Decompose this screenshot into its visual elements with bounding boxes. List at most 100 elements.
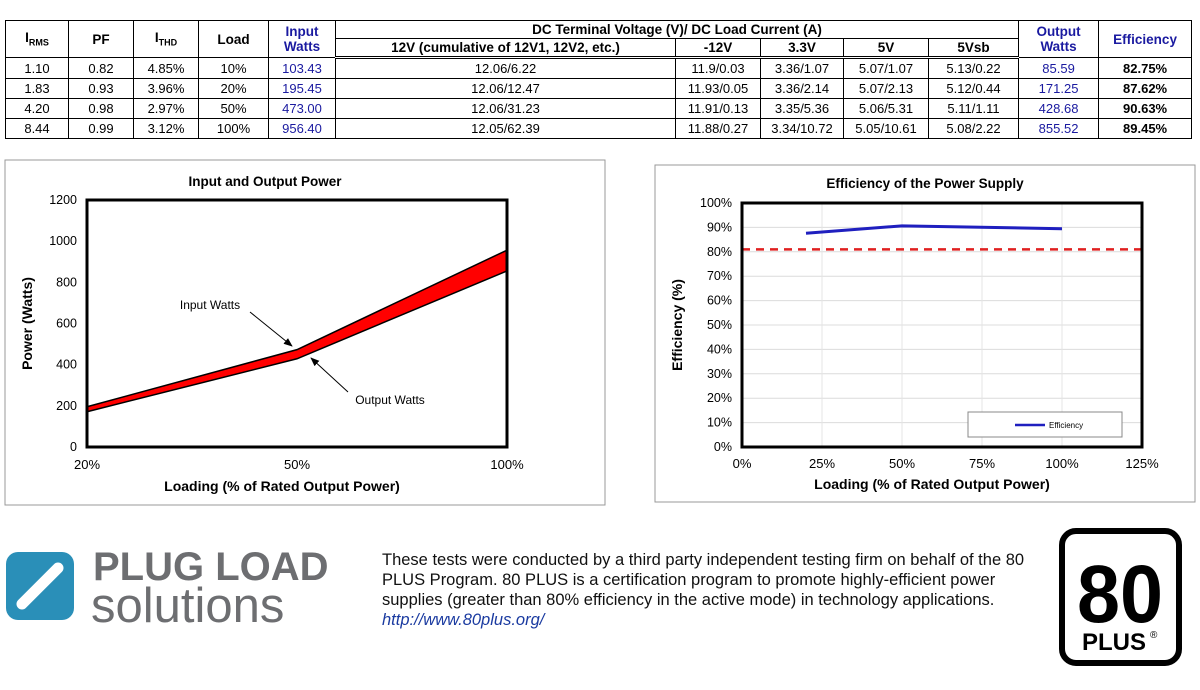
y-tick-label: 60% — [707, 294, 732, 308]
header-sub: THD — [158, 37, 178, 48]
header-text: I — [25, 30, 29, 46]
x-tick-label: 125% — [1125, 456, 1159, 471]
table-cell: 87.62% — [1098, 78, 1193, 99]
y-tick-label: 10% — [707, 416, 732, 430]
y-tick-label: 0% — [714, 440, 732, 454]
table-row: 1.83 0.93 3.96% 20% 195.45 12.06/12.47 11.93/0… — [5, 78, 1193, 99]
y-tick-label: 20% — [707, 391, 732, 405]
logo-text: PLUG LOAD — [93, 545, 329, 589]
table-cell: 3.34/10.72 — [760, 118, 844, 139]
y-tick-label: 800 — [56, 275, 77, 289]
y-tick-label: 200 — [56, 399, 77, 413]
x-tick-label: 0% — [733, 456, 752, 471]
chart-title: Input and Output Power — [189, 174, 343, 189]
x-axis-label: Loading (% of Rated Output Power) — [164, 478, 400, 494]
logo-icon-slash — [16, 562, 64, 610]
series-line — [86, 270, 508, 413]
table-cell: 0.98 — [68, 98, 134, 119]
y-axis-label: Efficiency (%) — [669, 279, 685, 371]
annotation: Output Watts — [355, 393, 425, 407]
y-tick-label: 30% — [707, 367, 732, 381]
x-tick-label: 100% — [1045, 456, 1079, 471]
header-cell: Efficiency — [1098, 20, 1193, 58]
y-tick-label: 90% — [707, 220, 732, 234]
badge-mark: ® — [1150, 630, 1158, 641]
chart-panel — [654, 164, 1196, 503]
header-cell: IRMS — [5, 20, 69, 58]
table-cell: 2.97% — [133, 98, 199, 119]
table-cell: 956.40 — [268, 118, 336, 139]
table-cell: 171.25 — [1018, 78, 1100, 99]
header-cell: Output Watts — [1018, 20, 1100, 58]
header-cell: -12V — [675, 38, 761, 59]
header-cell: ITHD — [133, 20, 199, 58]
x-tick-label: 75% — [969, 456, 995, 471]
y-tick-label: 0 — [70, 440, 77, 454]
legend-label: Efficiency — [1049, 421, 1083, 430]
table-cell: 4.85% — [133, 57, 199, 79]
y-tick-label: 100% — [700, 196, 732, 210]
table-cell: 5.11/1.11 — [927, 98, 1020, 119]
link[interactable]: http://www.80plus.org/ — [382, 611, 545, 629]
logo-text: solutions — [91, 579, 284, 633]
y-tick-label: 40% — [707, 342, 732, 356]
plug-load-logo: PLUG LOAD solutions — [6, 545, 329, 633]
x-axis-label: Loading (% of Rated Output Power) — [814, 476, 1050, 492]
x-tick-label: 20% — [74, 457, 100, 472]
badge-word: PLUS — [1082, 629, 1146, 656]
annotation-arrow — [249, 311, 293, 347]
table-cell: 428.68 — [1018, 98, 1100, 119]
y-tick-label: 50% — [707, 318, 732, 332]
table-cell: 5.08/2.22 — [927, 118, 1020, 139]
80plus-badge: 80 PLUS ® — [1059, 528, 1182, 666]
footer-text: These tests were conducted by a third pa… — [382, 550, 1042, 630]
header-cell: 3.3V — [760, 38, 844, 59]
table-cell: 1.83 — [5, 78, 69, 99]
table-cell: 3.12% — [133, 118, 199, 139]
header-cell: 12V (cumulative of 12V1, 12V2, etc.) — [335, 38, 676, 59]
table-row: 8.44 0.99 3.12% 100% 956.40 12.05/62.39 11.88/… — [5, 118, 1193, 139]
header-cell: 5V — [843, 38, 929, 59]
y-tick-label: 80% — [707, 245, 732, 259]
results-table: IRMS PF ITHD Load Input Watts DC Termina… — [5, 20, 1193, 139]
paragraph: These tests were conducted by a third pa… — [382, 551, 1025, 609]
table-cell: 12.05/62.39 — [335, 118, 676, 139]
header-text: I — [154, 30, 159, 46]
annotation: Input Watts — [180, 298, 240, 312]
chart-panel — [4, 159, 606, 506]
table-row: 4.20 0.98 2.97% 50% 473.00 12.06/31.23 11.91/0… — [5, 98, 1193, 119]
chart-title: Efficiency of the Power Supply — [826, 176, 1024, 191]
header-cell: 5Vsb — [927, 38, 1020, 59]
table-cell: 85.59 — [1018, 57, 1100, 79]
y-axis-label: Power (Watts) — [19, 277, 35, 370]
y-tick-label: 70% — [707, 269, 732, 283]
plot-frame — [85, 198, 509, 449]
x-tick-label: 25% — [809, 456, 835, 471]
series-line — [86, 249, 508, 408]
table-cell: 5.05/10.61 — [843, 118, 929, 139]
table-cell: 8.44 — [5, 118, 69, 139]
x-tick-label: 100% — [490, 457, 524, 472]
table-cell: 195.45 — [268, 78, 336, 99]
series-line — [805, 224, 1063, 235]
header-sub: RMS — [28, 37, 49, 48]
table-cell: 89.45% — [1098, 118, 1193, 139]
table-cell: 11.91/0.13 — [675, 98, 761, 119]
y-tick-label: 600 — [56, 317, 77, 331]
annotation-arrow — [310, 357, 349, 393]
x-tick-label: 50% — [284, 457, 310, 472]
table-cell: 5.13/0.22 — [927, 57, 1020, 79]
table-cell: 473.00 — [268, 98, 336, 119]
y-tick-label: 400 — [56, 358, 77, 372]
badge-number: 80 — [1077, 549, 1163, 640]
table-cell: 11.88/0.27 — [675, 118, 761, 139]
table-cell: 855.52 — [1018, 118, 1100, 139]
table-cell: 11.93/0.05 — [675, 78, 761, 99]
y-tick-label: 1200 — [49, 193, 77, 207]
plot-frame — [740, 201, 1144, 449]
badge-frame — [1059, 528, 1182, 666]
x-tick-label: 50% — [889, 456, 915, 471]
y-tick-label: 1000 — [49, 234, 77, 248]
